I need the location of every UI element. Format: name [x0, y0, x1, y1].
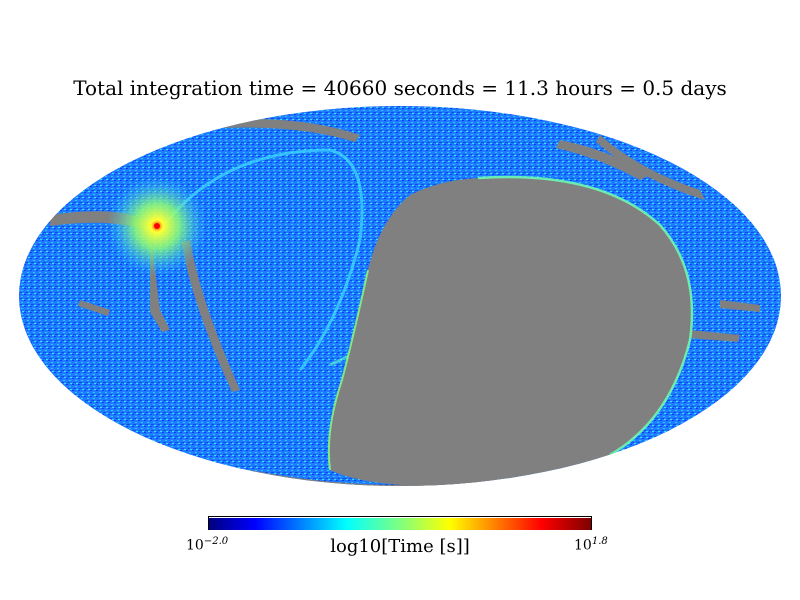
colorbar-label: log10[Time [s]] [330, 536, 470, 557]
sky-map-body [19, 106, 781, 486]
unobserved-region [328, 176, 692, 486]
colorbar-max-exponent: 1.8 [591, 536, 608, 547]
colorbar-max-base: 10 [574, 537, 592, 554]
colorbar-min-base: 10 [186, 537, 204, 554]
unobserved-stripes [50, 119, 760, 392]
colorbar-gradient [209, 518, 591, 530]
colorbar-max-tick: 101.8 [574, 536, 608, 554]
colorbar [208, 516, 592, 530]
plot-title: Total integration time = 40660 seconds =… [73, 76, 727, 100]
colorbar-min-exponent: −2.0 [203, 536, 229, 547]
colorbar-min-tick: 10−2.0 [186, 536, 228, 554]
